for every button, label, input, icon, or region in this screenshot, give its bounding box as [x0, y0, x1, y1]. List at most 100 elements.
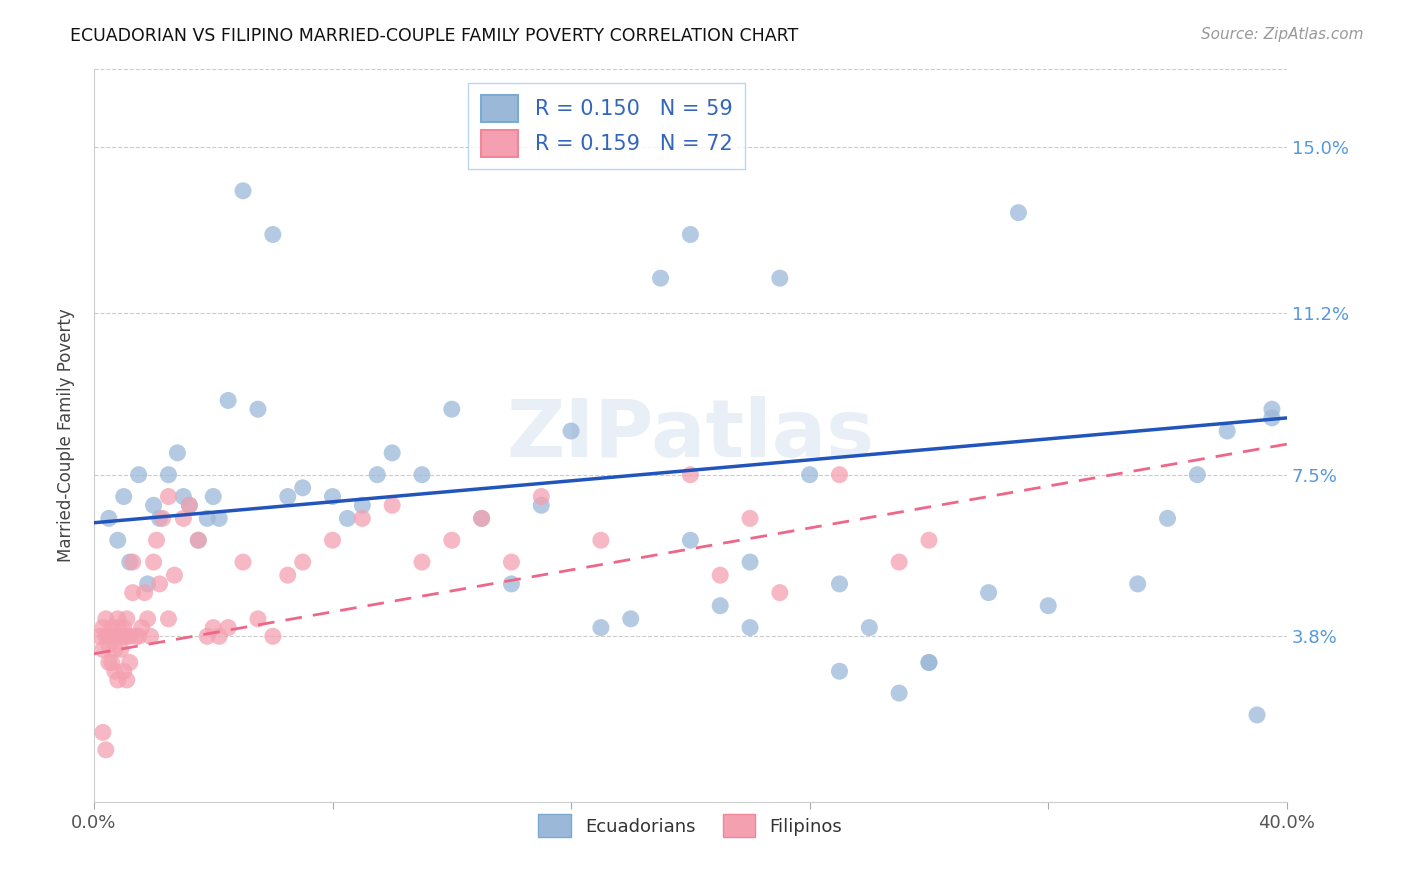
Point — [1187, 467, 1209, 482]
Point — [232, 184, 254, 198]
Point — [381, 498, 404, 512]
Point — [738, 555, 761, 569]
Point — [101, 629, 124, 643]
Point — [112, 621, 135, 635]
Text: ZIPatlas: ZIPatlas — [506, 396, 875, 475]
Point — [620, 612, 643, 626]
Point — [262, 227, 284, 242]
Point — [411, 467, 433, 482]
Point — [352, 498, 374, 512]
Point — [142, 498, 165, 512]
Y-axis label: Married-Couple Family Poverty: Married-Couple Family Poverty — [58, 309, 75, 562]
Point — [336, 511, 359, 525]
Point — [110, 642, 132, 657]
Text: Source: ZipAtlas.com: Source: ZipAtlas.com — [1201, 27, 1364, 42]
Point — [530, 498, 553, 512]
Point — [195, 629, 218, 643]
Point — [131, 621, 153, 635]
Point — [163, 568, 186, 582]
Point — [152, 511, 174, 525]
Point — [530, 490, 553, 504]
Point — [121, 555, 143, 569]
Point — [202, 621, 225, 635]
Point — [172, 511, 194, 525]
Point — [889, 555, 911, 569]
Point — [107, 533, 129, 548]
Point — [1261, 402, 1284, 417]
Point — [110, 629, 132, 643]
Point — [828, 577, 851, 591]
Point — [101, 656, 124, 670]
Point — [232, 555, 254, 569]
Point — [101, 621, 124, 635]
Point — [148, 577, 170, 591]
Point — [145, 533, 167, 548]
Point — [679, 533, 702, 548]
Point — [94, 612, 117, 626]
Point — [440, 533, 463, 548]
Point — [650, 271, 672, 285]
Point — [1246, 707, 1268, 722]
Point — [738, 621, 761, 635]
Point — [709, 599, 731, 613]
Point — [157, 612, 180, 626]
Point — [157, 467, 180, 482]
Point — [918, 656, 941, 670]
Legend: Ecuadorians, Filipinos: Ecuadorians, Filipinos — [531, 807, 849, 845]
Point — [118, 555, 141, 569]
Point — [769, 271, 792, 285]
Point — [97, 511, 120, 525]
Point — [118, 629, 141, 643]
Point — [157, 490, 180, 504]
Point — [97, 638, 120, 652]
Point — [246, 402, 269, 417]
Point — [977, 585, 1000, 599]
Point — [187, 533, 209, 548]
Point — [104, 629, 127, 643]
Point — [118, 656, 141, 670]
Point — [91, 621, 114, 635]
Point — [679, 467, 702, 482]
Point — [136, 612, 159, 626]
Point — [94, 629, 117, 643]
Point — [291, 481, 314, 495]
Point — [107, 612, 129, 626]
Point — [918, 533, 941, 548]
Point — [121, 585, 143, 599]
Point — [125, 629, 148, 643]
Point — [112, 629, 135, 643]
Point — [589, 621, 612, 635]
Point — [97, 629, 120, 643]
Point — [1038, 599, 1060, 613]
Point — [115, 673, 138, 687]
Point — [104, 642, 127, 657]
Point — [709, 568, 731, 582]
Point — [828, 665, 851, 679]
Point — [187, 533, 209, 548]
Point — [411, 555, 433, 569]
Point — [799, 467, 821, 482]
Point — [217, 621, 239, 635]
Point — [139, 629, 162, 643]
Point — [112, 665, 135, 679]
Point — [148, 511, 170, 525]
Text: ECUADORIAN VS FILIPINO MARRIED-COUPLE FAMILY POVERTY CORRELATION CHART: ECUADORIAN VS FILIPINO MARRIED-COUPLE FA… — [70, 27, 799, 45]
Point — [112, 490, 135, 504]
Point — [560, 424, 582, 438]
Point — [679, 227, 702, 242]
Point — [858, 621, 880, 635]
Point — [208, 511, 231, 525]
Point — [89, 629, 111, 643]
Point — [589, 533, 612, 548]
Point — [440, 402, 463, 417]
Point — [217, 393, 239, 408]
Point — [246, 612, 269, 626]
Point — [166, 446, 188, 460]
Point — [889, 686, 911, 700]
Point — [471, 511, 494, 525]
Point — [94, 743, 117, 757]
Point — [381, 446, 404, 460]
Point — [1126, 577, 1149, 591]
Point — [1007, 205, 1029, 219]
Point — [321, 490, 343, 504]
